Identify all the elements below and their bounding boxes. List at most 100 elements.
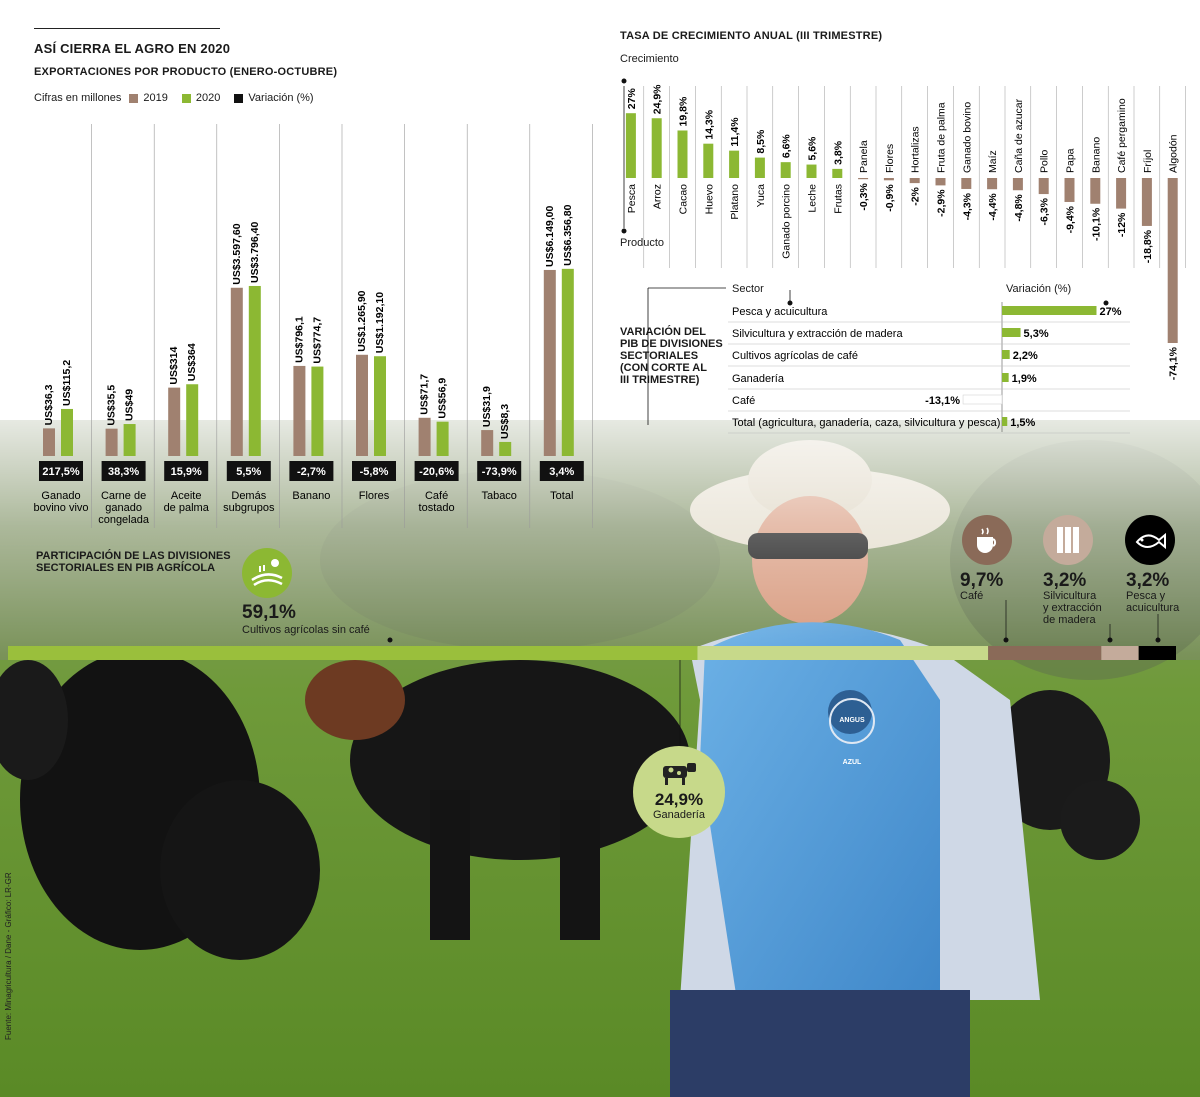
growth-value-label: -9,4% [1065,205,1077,233]
growth-category-label: Leche [807,184,819,213]
growth-category-label: Arroz [652,184,664,209]
variation-label: -20,6% [419,466,454,478]
bar-label-2020: US$1.192,10 [374,292,386,353]
bar-2020 [186,384,199,456]
forestry-label-line: y extracción [1043,602,1102,614]
growth-value-label: 6,6% [781,134,793,159]
gdp-bar [1002,350,1010,359]
variation-label: 3,4% [549,466,574,478]
growth-category-label: Papa [1065,148,1077,173]
gdp-value-label: 2,2% [1013,350,1038,362]
variation-badge [164,461,209,481]
growth-value-label: -4,3% [961,192,973,220]
growth-bar [909,178,920,184]
growth-value-label: -2,9% [936,189,948,217]
variation-label: 38,3% [108,466,139,478]
gdp-title-line: SECTORIALES [620,350,699,362]
page-title: ASÍ CIERRA EL AGRO EN 2020 [34,41,231,56]
variation-badge [477,461,522,481]
growth-axis-dot [621,228,627,234]
growth-bar [625,113,636,178]
variation-badge [539,461,584,481]
growth-category-label: Pesca [626,184,638,213]
category-label: bovino vivo [33,502,88,514]
forestry-label-line: Silvicultura [1043,590,1097,602]
gdp-connector-dot [787,300,793,306]
gdp-bar [962,394,1003,405]
legend-label: 2020 [195,92,221,104]
category-label: Banano [292,490,330,502]
category-label: tostado [419,502,455,514]
gdp-col-sector: Sector [732,283,764,295]
gdp-title-line: PIB DE DIVISIONES [620,338,723,350]
bar-label-2020: US$774,7 [311,317,323,364]
bar-2020 [123,424,136,456]
growth-value-label: -2% [910,186,922,205]
growth-bar [961,178,972,189]
growth-bar [1141,178,1152,226]
variation-label: 217,5% [42,466,80,478]
forestry-label: Silvicultura y extracción de madera [1043,590,1102,626]
growth-category-label: Frutas [832,184,844,214]
participation-segment [1138,646,1176,660]
cow-icon [663,763,696,785]
growth-category-label: Huevo [703,184,715,215]
variation-badge [226,461,271,481]
gdp-sector-label: Café [732,395,755,407]
growth-bar [1012,178,1023,191]
gdp-connector-dot [1103,300,1109,306]
growth-value-label: 3,8% [832,140,844,165]
growth-bar [987,178,998,190]
category-label: Flores [359,490,390,502]
crops-label: Cultivos agrícolas sin café [242,624,370,636]
fishing-label-line: acuicultura [1126,602,1180,614]
category-label: Ganado [41,490,80,502]
bar-2020 [248,285,261,456]
legend-label: Variación (%) [248,92,314,104]
legend-swatch-variation [234,93,244,103]
gdp-value-label: 1,5% [1010,417,1035,429]
participation-segment [1101,646,1139,660]
bar-label-2019: US$1.265,90 [356,290,368,351]
legend-item-2020: 2020 [181,92,221,104]
crops-pct: 59,1% [242,602,296,623]
bar-2019 [293,365,306,456]
bar-2019 [168,387,181,456]
fishing-label-line: Pesca y [1126,590,1166,602]
bar-label-2020: US$49 [124,389,136,421]
coffee-label: Café [960,590,984,602]
fish-icon [1125,515,1175,565]
growth-category-label: Fruta de palma [936,102,948,173]
fishing-label: Pesca y acuicultura [1126,590,1179,614]
growth-bar [1116,178,1127,209]
legend-item-2019: 2019 [129,92,168,104]
gdp-section-title: VARIACIÓN DEL PIB DE DIVISIONES SECTORIA… [620,326,723,386]
growth-category-label: Platano [729,184,741,220]
livestock-badge: 24,9% Ganadería [633,746,725,838]
bar-2019 [43,428,55,456]
growth-category-label: Hortalizas [910,126,922,173]
growth-bar [729,150,740,178]
bar-2019 [105,428,118,456]
variation-label: -2,7% [297,466,326,478]
growth-bar [651,118,662,178]
gdp-sector-label: Silvicultura y extracción de madera [732,328,903,340]
growth-category-label: Yuca [755,184,767,208]
forestry-pct: 3,2% [1043,570,1087,591]
bar-label-2020: US$56,9 [437,378,449,419]
growth-value-label: -0,3% [858,183,870,211]
bar-2019 [543,269,556,456]
legend-label: 2019 [143,92,168,104]
gdp-bar [1002,306,1097,315]
growth-value-label: -0,9% [884,184,896,212]
bar-2020 [374,356,386,456]
growth-value-label: 8,5% [755,129,767,154]
legend-swatch-2020 [181,93,191,103]
variation-label: -5,8% [360,466,389,478]
coffee-cup-icon [962,515,1012,565]
growth-category-label: Pollo [1039,149,1051,173]
bar-label-2019: US$35,5 [106,385,118,426]
growth-bar [677,130,688,178]
fishing-pct: 3,2% [1126,570,1170,591]
